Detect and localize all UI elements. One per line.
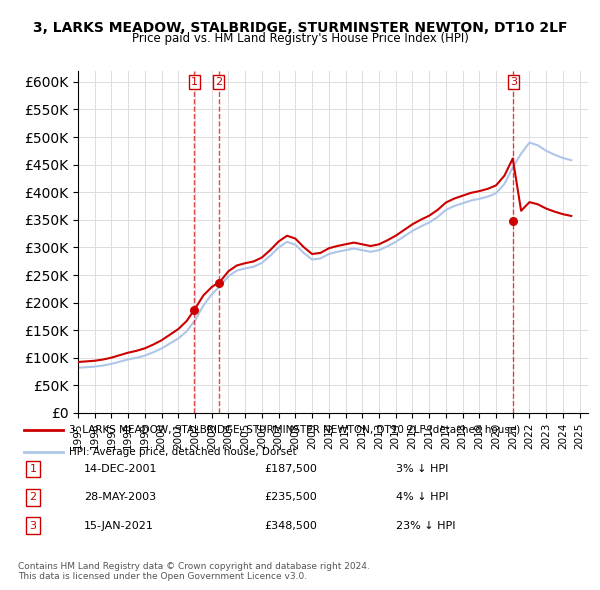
Text: 2: 2 bbox=[215, 77, 222, 87]
Text: 4% ↓ HPI: 4% ↓ HPI bbox=[396, 493, 449, 502]
Text: 14-DEC-2001: 14-DEC-2001 bbox=[84, 464, 157, 474]
Text: 15-JAN-2021: 15-JAN-2021 bbox=[84, 521, 154, 530]
Text: £187,500: £187,500 bbox=[264, 464, 317, 474]
Point bbox=[190, 305, 199, 314]
Text: 3, LARKS MEADOW, STALBRIDGE, STURMINSTER NEWTON, DT10 2LF: 3, LARKS MEADOW, STALBRIDGE, STURMINSTER… bbox=[33, 21, 567, 35]
Text: Price paid vs. HM Land Registry's House Price Index (HPI): Price paid vs. HM Land Registry's House … bbox=[131, 32, 469, 45]
Text: 2: 2 bbox=[29, 493, 37, 502]
Text: 3% ↓ HPI: 3% ↓ HPI bbox=[396, 464, 448, 474]
Text: 1: 1 bbox=[191, 77, 198, 87]
Text: HPI: Average price, detached house, Dorset: HPI: Average price, detached house, Dors… bbox=[69, 447, 296, 457]
Point bbox=[509, 216, 518, 225]
Text: 28-MAY-2003: 28-MAY-2003 bbox=[84, 493, 156, 502]
Text: 3, LARKS MEADOW, STALBRIDGE, STURMINSTER NEWTON, DT10 2LF (detached house): 3, LARKS MEADOW, STALBRIDGE, STURMINSTER… bbox=[69, 425, 520, 435]
Text: £348,500: £348,500 bbox=[264, 521, 317, 530]
Text: 1: 1 bbox=[29, 464, 37, 474]
Point bbox=[214, 278, 223, 288]
Text: 3: 3 bbox=[510, 77, 517, 87]
Text: 23% ↓ HPI: 23% ↓ HPI bbox=[396, 521, 455, 530]
Text: 3: 3 bbox=[29, 521, 37, 530]
Text: £235,500: £235,500 bbox=[264, 493, 317, 502]
Text: Contains HM Land Registry data © Crown copyright and database right 2024.
This d: Contains HM Land Registry data © Crown c… bbox=[18, 562, 370, 581]
